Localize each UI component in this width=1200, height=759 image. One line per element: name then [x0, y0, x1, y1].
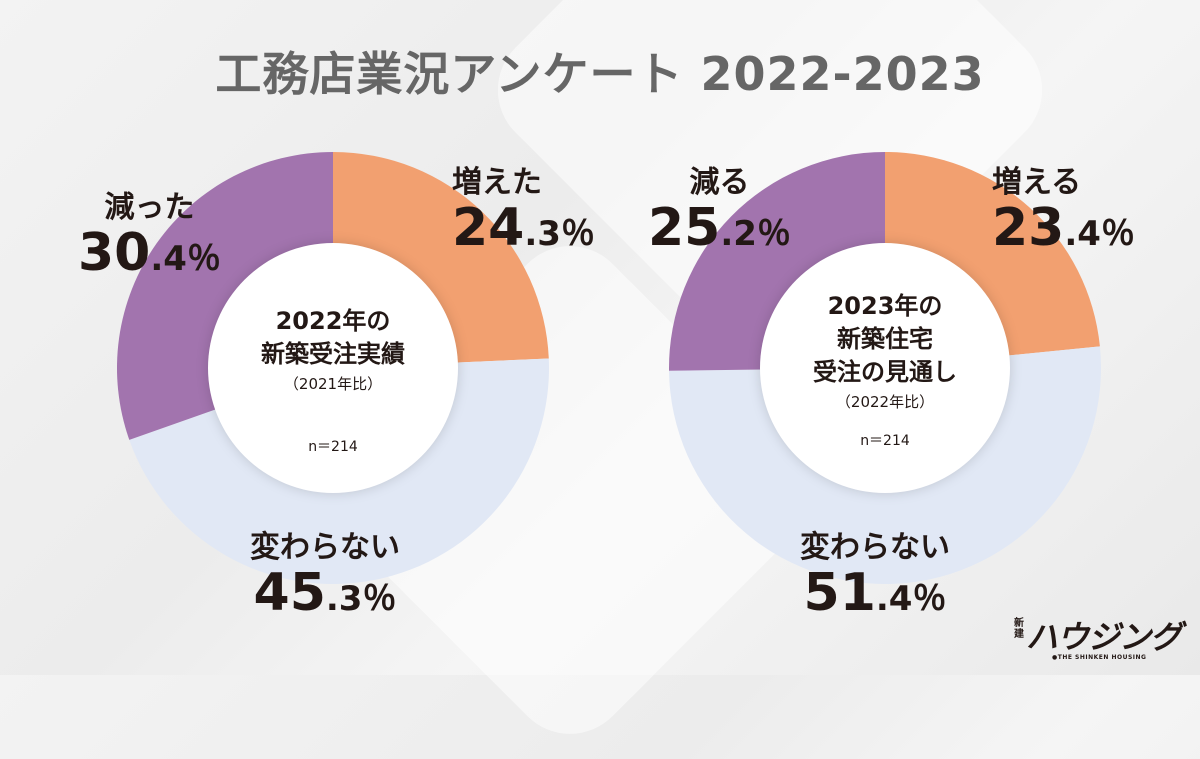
center-title: 2023年の — [827, 292, 943, 320]
sample-size: n＝214 — [860, 433, 910, 449]
label-unchanged-left: 変わらない 45.3％ — [250, 530, 400, 620]
slice-value: 45.3％ — [250, 567, 400, 619]
value-dec: .4 — [150, 239, 187, 279]
percent-sign: ％ — [560, 214, 595, 254]
center-subtitle: （2022年比） — [835, 393, 935, 411]
slice-value: 30.4％ — [78, 227, 221, 279]
center-title: 新築受注実績 — [261, 340, 405, 368]
value-int: 24 — [452, 198, 525, 258]
logo-small: 新建 — [1014, 618, 1024, 640]
value-dec: .3 — [524, 214, 561, 254]
logo-sub: ●THE SHINKEN HOUSING — [1052, 654, 1147, 661]
value-int: 23 — [992, 198, 1065, 258]
label-increase-left: 増えた 24.3％ — [452, 165, 595, 255]
value-int: 45 — [253, 563, 326, 623]
value-dec: .4 — [875, 579, 913, 619]
value-dec: .2 — [720, 214, 757, 254]
donut-charts — [116, 152, 1101, 584]
percent-sign: ％ — [362, 579, 397, 619]
percent-sign: ％ — [912, 579, 947, 619]
label-decrease-left: 減った 30.4％ — [78, 190, 221, 280]
value-int: 51 — [803, 563, 876, 623]
percent-sign: ％ — [756, 214, 791, 254]
logo: 新建ハウジング ●THE SHINKEN HOUSING — [1014, 612, 1182, 661]
center-title: 新築住宅 — [837, 325, 933, 353]
slice-label: 増えた — [452, 165, 542, 200]
value-int: 25 — [648, 198, 721, 258]
slice-value: 51.4％ — [800, 567, 950, 619]
donut-hole — [760, 243, 1010, 493]
center-label-right: 2023年の 新築住宅 受注の見通し （2022年比） n＝214 — [760, 290, 1010, 450]
label-unchanged-right: 変わらない 51.4％ — [800, 530, 950, 620]
slice-value: 24.3％ — [452, 202, 595, 254]
slice-label: 変わらない — [250, 530, 400, 565]
slice-value: 25.2％ — [648, 202, 791, 254]
label-increase-right: 増える 23.4％ — [992, 165, 1135, 255]
page-title: 工務店業況アンケート 2022-2023 — [215, 47, 985, 101]
slice-label: 増える — [992, 165, 1082, 200]
value-dec: .4 — [1064, 214, 1101, 254]
slice-label: 減る — [689, 165, 750, 200]
percent-sign: ％ — [186, 239, 221, 279]
value-dec: .3 — [325, 579, 363, 619]
slice-label: 変わらない — [800, 530, 950, 565]
center-label-left: 2022年の 新築受注実績 （2021年比） n＝214 — [208, 305, 458, 456]
logo-main: ハウジング — [1026, 618, 1182, 656]
center-subtitle: （2021年比） — [283, 375, 383, 393]
center-title: 受注の見通し — [813, 358, 957, 386]
percent-sign: ％ — [1100, 214, 1135, 254]
center-title: 2022年の — [275, 307, 391, 335]
donut-hole — [208, 243, 458, 493]
slice-label: 減った — [104, 190, 195, 225]
value-int: 30 — [78, 223, 151, 283]
sample-size: n＝214 — [308, 439, 358, 455]
slice-value: 23.4％ — [992, 202, 1135, 254]
label-decrease-right: 減る 25.2％ — [648, 165, 791, 255]
